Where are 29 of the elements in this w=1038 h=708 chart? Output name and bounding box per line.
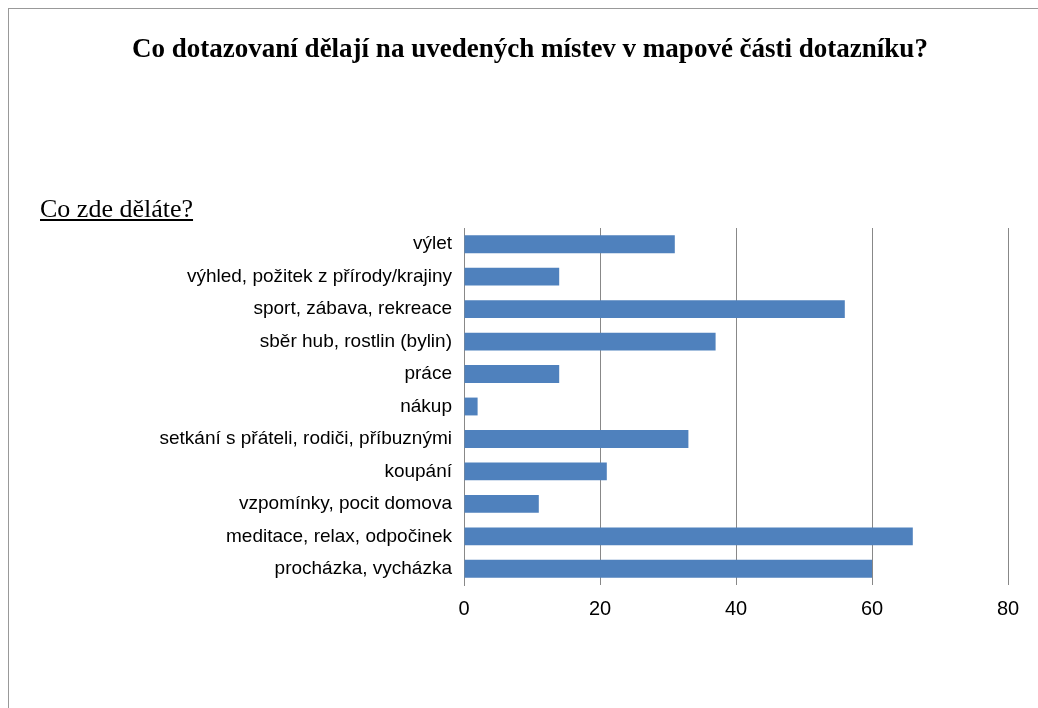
chart-title: Co dotazovaní dělají na uvedených místev v mapové části dotazníku? [131, 32, 929, 65]
y-tick-label: vzpomínky, pocit domova [239, 492, 453, 514]
bar [464, 397, 478, 416]
x-tick-label: 60 [860, 596, 884, 619]
bar [464, 235, 675, 254]
y-tick-label: výhled, požitek z přírody/krajiny [186, 264, 453, 286]
y-tick-label: procházka, vycházka [274, 557, 453, 579]
y-tick-label: koupání [384, 459, 453, 481]
y-tick-label: sběr hub, rostlin (bylin) [259, 329, 452, 351]
bar [464, 300, 845, 319]
y-tick-label: sport, zábava, rekreace [253, 297, 452, 319]
bar [464, 267, 560, 286]
y-tick-label: setkání s přáteli, rodiči, příbuznými [159, 427, 452, 449]
bar [464, 365, 560, 383]
y-tick-label: meditace, relax, odpočinek [225, 524, 453, 546]
x-tick-label: 40 [724, 596, 748, 619]
bar [464, 494, 539, 513]
bar [464, 430, 689, 448]
y-tick-label: práce [404, 362, 452, 384]
bar [464, 332, 716, 351]
bar [464, 559, 872, 578]
bar [464, 462, 607, 481]
text: Co zde děláte? [40, 194, 194, 224]
y-tick-label: výlet [412, 232, 453, 254]
y-tick-label: nákup [400, 394, 452, 416]
x-tick-label: 20 [588, 596, 612, 619]
x-tick-label: 0 [458, 596, 470, 619]
bar [464, 527, 913, 546]
x-tick-label: 80 [996, 596, 1020, 619]
